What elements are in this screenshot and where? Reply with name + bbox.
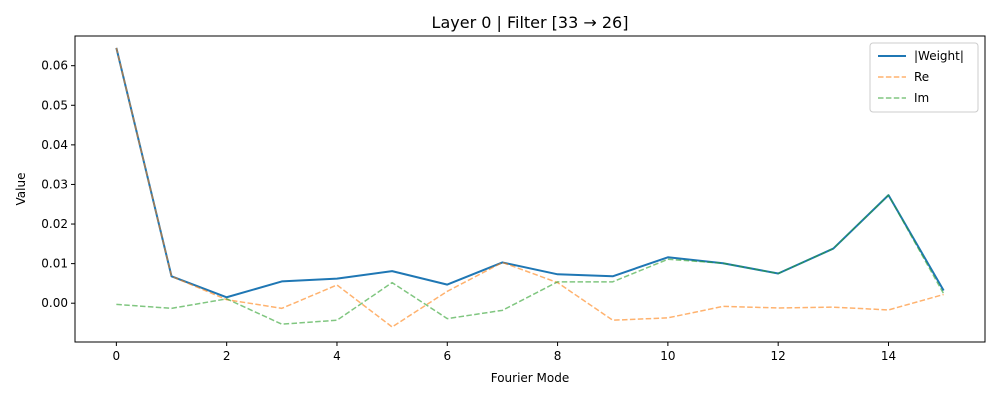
series-line-re xyxy=(115,47,944,328)
x-tick-label: 8 xyxy=(554,349,562,363)
series-line-weight xyxy=(115,47,945,299)
y-tick-label: 0.02 xyxy=(41,217,68,231)
x-tick-label: 6 xyxy=(443,349,451,363)
x-tick-label: 12 xyxy=(771,349,786,363)
x-tick-label: 4 xyxy=(333,349,341,363)
legend-label: Im xyxy=(914,91,929,105)
legend-label: |Weight| xyxy=(914,49,964,63)
series-line-im xyxy=(116,194,945,325)
y-tick-label: 0.05 xyxy=(41,98,68,112)
x-axis: 0 2 4 6 8 10 12 14 xyxy=(113,342,896,363)
y-tick-label: 0.04 xyxy=(41,138,68,152)
x-tick-label: 0 xyxy=(113,349,121,363)
legend-label: Re xyxy=(914,70,929,84)
y-axis: 0.00 0.01 0.02 0.03 0.04 0.05 0.06 xyxy=(41,59,75,310)
series-layer xyxy=(115,47,945,328)
y-axis-label: Value xyxy=(14,173,28,206)
y-tick-label: 0.00 xyxy=(41,296,68,310)
y-tick-label: 0.03 xyxy=(41,177,68,191)
y-tick-label: 0.01 xyxy=(41,257,68,271)
x-tick-label: 10 xyxy=(660,349,675,363)
legend-box xyxy=(869,42,979,113)
x-tick-label: 14 xyxy=(881,349,896,363)
x-axis-label: Fourier Mode xyxy=(491,371,570,385)
legend: |Weight| Re Im xyxy=(869,42,979,113)
plot-area xyxy=(74,35,986,343)
y-tick-label: 0.06 xyxy=(41,59,68,73)
x-tick-label: 2 xyxy=(223,349,231,363)
chart-title: Layer 0 | Filter [33 → 26] xyxy=(432,13,629,32)
